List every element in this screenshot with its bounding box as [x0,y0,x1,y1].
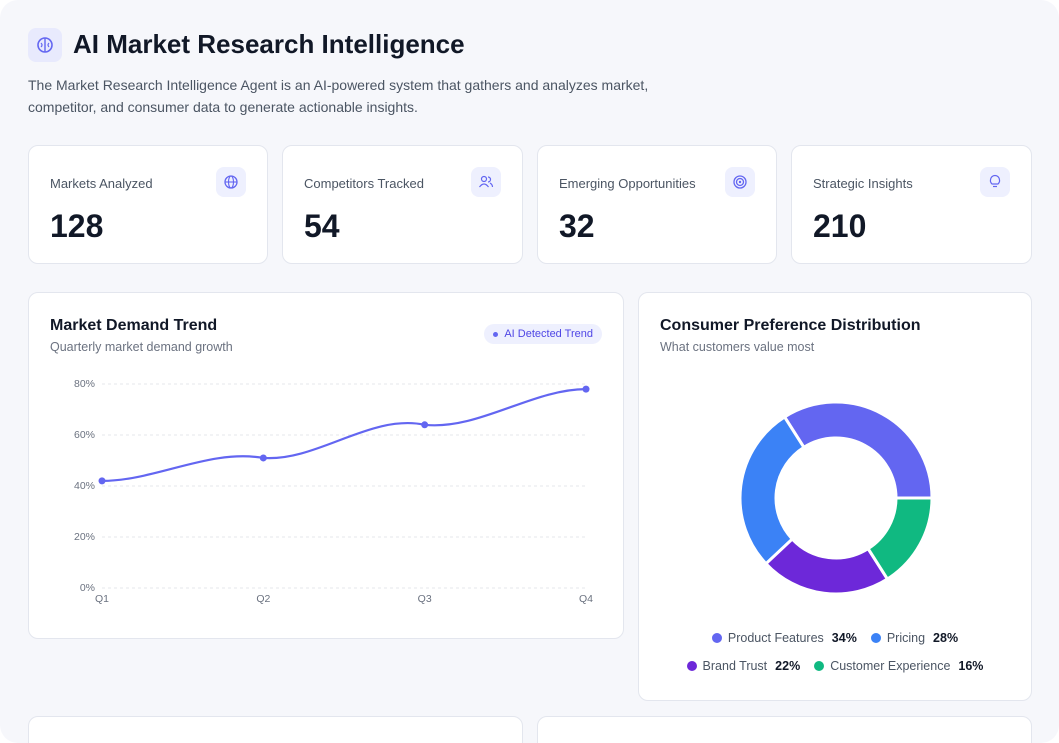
x-tick-label: Q3 [418,593,432,605]
stat-label: Emerging Opportunities [559,176,696,191]
point [259,454,267,462]
stat-icon [980,167,1010,197]
stat-icon [216,167,246,197]
page-title: AI Market Research Intelligence [73,29,465,59]
legend-item: Customer Experience 16% [814,659,983,673]
legend-value: 22% [775,659,801,673]
stat-value: 128 [50,208,104,244]
chart-card: Consumer Preference Distribution What cu… [638,292,1032,701]
x-tick-label: Q2 [256,593,270,605]
x-tick-label: Q4 [579,593,593,605]
stat-card: Markets Analyzed 128 [28,145,268,264]
trend-badge: AI Detected Trend [484,324,602,344]
stat-value: 32 [559,208,595,244]
chart-card: Market Demand Trend Quarterly market dem… [28,292,624,639]
stat-card: Competitors Tracked 54 [282,145,523,264]
point [98,477,106,485]
stat-card: Emerging Opportunities 32 [537,145,777,264]
legend-label: Product Features [727,631,824,645]
donut-segment [866,496,934,582]
card [537,716,1032,743]
point [421,421,429,429]
y-tick-label: 40% [74,480,95,492]
legend-label: Pricing [886,631,926,645]
legend-swatch [711,633,722,643]
legend-item: Product Features 34% [711,631,857,645]
line-chart: 0% 20% 40% 60% 80% Q1 Q2 Q3 Q4 [74,378,593,605]
line [101,388,587,482]
header-icon [28,28,62,62]
badge-dot [493,331,499,337]
legend: Product Features 34% Pricing 28% Brand Trust… [669,631,1001,673]
legend-label: Brand Trust [702,659,768,673]
legend-value: 16% [958,659,984,673]
y-tick-label: 0% [80,582,95,594]
x-tick-label: Q1 [95,593,109,605]
page-description: The Market Research Intelligence Agent i… [28,77,649,115]
stat-card: Strategic Insights 210 [791,145,1032,264]
chart-title: Market Demand Trend [50,317,218,334]
legend-swatch [686,661,697,671]
y-tick-label: 20% [74,531,95,543]
donut-chart [738,400,934,596]
brain-icon [37,37,53,53]
legend-swatch [870,633,881,643]
stat-value: 54 [304,208,340,244]
stat-icon [725,167,755,197]
point [582,385,590,393]
legend-item: Brand Trust 22% [686,659,801,673]
stat-icon [471,167,501,197]
legend-swatch [814,661,825,671]
legend-value: 34% [831,631,857,645]
y-tick-label: 60% [74,429,95,441]
donut-segment [782,400,934,500]
legend-value: 28% [933,631,959,645]
stat-label: Markets Analyzed [50,176,153,191]
legend-label: Customer Experience [830,659,951,673]
chart-subtitle: Quarterly market demand growth [50,340,233,354]
y-tick-label: 80% [74,378,95,390]
card [28,716,523,743]
badge-text: AI Detected Trend [504,328,593,340]
legend-item: Pricing 28% [870,631,959,645]
chart-title: Consumer Preference Distribution [660,317,921,334]
stat-label: Competitors Tracked [304,176,424,191]
chart-subtitle: What customers value most [660,340,815,354]
stat-label: Strategic Insights [813,176,913,191]
stat-value: 210 [813,208,867,244]
